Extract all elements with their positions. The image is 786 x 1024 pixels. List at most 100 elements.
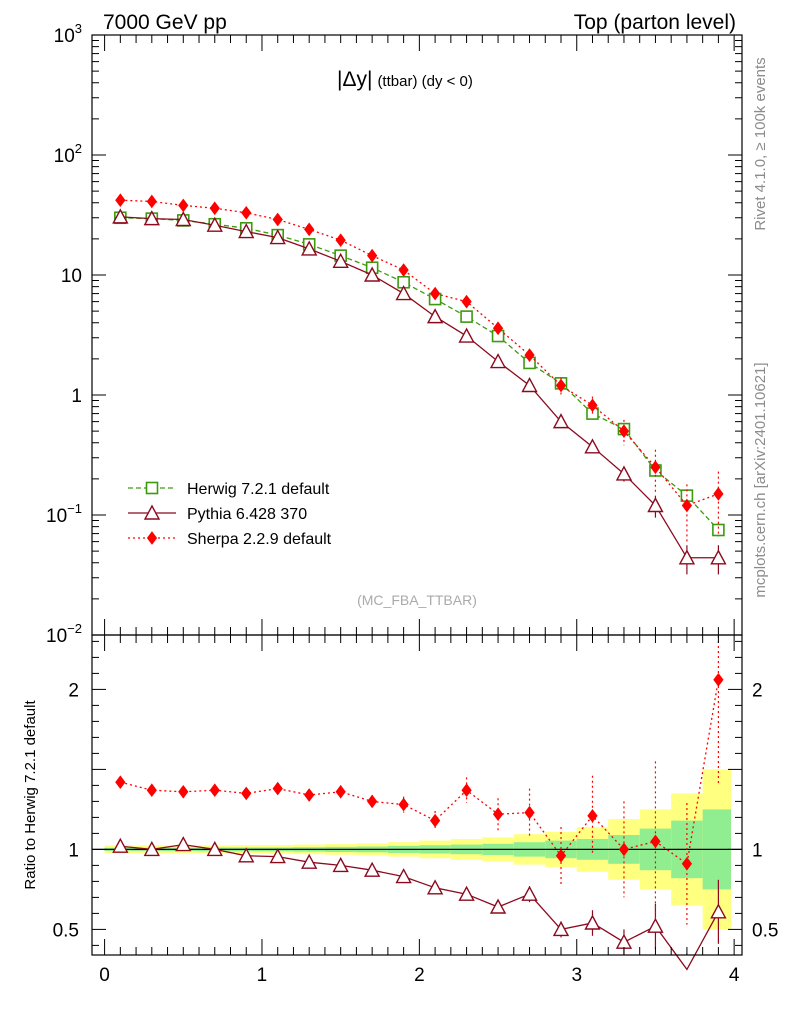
main-pythia-point — [678, 549, 696, 565]
ratio-pythia-point — [552, 920, 570, 937]
main-pythia-point — [143, 210, 160, 226]
ratio-pythia-point — [206, 840, 223, 857]
main-pythia-point — [301, 240, 318, 256]
main-plot-series — [112, 193, 727, 575]
ratio-sherpa-point — [650, 834, 661, 849]
ratio-x-tick-label: 4 — [729, 965, 740, 986]
ratio-pythia-point — [238, 847, 255, 863]
ratio-sherpa-point — [429, 813, 441, 828]
main-y-tick-label: 10−1 — [46, 501, 82, 527]
ratio-pythia-point — [363, 861, 381, 877]
ratio-sherpa-point — [241, 786, 252, 801]
analysis-watermark: (MC_FBA_TTBAR) — [357, 592, 477, 608]
ratio-pythia-point — [615, 933, 633, 949]
ratio-pythia-point — [521, 885, 538, 901]
header-right: Top (parton level) — [574, 11, 736, 34]
ratio-pythia-point — [301, 853, 318, 869]
main-sherpa-point — [524, 348, 535, 362]
mcplots-source-label: mcplots.cern.ch [arXiv:2401.10621] — [752, 362, 769, 597]
ratio-sherpa-point — [713, 672, 724, 687]
legend-entry-herwig: Herwig 7.2.1 default — [128, 481, 330, 498]
ratio-sherpa-point — [681, 856, 693, 871]
main-pythia-point — [426, 308, 444, 324]
main-sherpa-point — [587, 398, 598, 413]
main-pythia-point — [363, 266, 381, 282]
legend-marker-sherpa — [146, 531, 158, 545]
ratio-sherpa-point — [555, 848, 567, 863]
ratio-sherpa-point — [178, 784, 189, 799]
ratio-sherpa-series — [115, 636, 724, 925]
plot-title-main: |Δy| — [337, 68, 372, 91]
main-sherpa-point — [492, 321, 504, 336]
legend-entry-sherpa: Sherpa 2.2.9 default — [128, 531, 332, 548]
ratio-plot-series — [112, 636, 727, 971]
main-sherpa-point — [429, 286, 441, 301]
ratio-sherpa-point — [146, 783, 157, 798]
main-y-tick-label: 102 — [54, 141, 82, 167]
ratio-y-tick-label-right: 2 — [752, 680, 763, 701]
ratio-pythia-point — [489, 898, 507, 914]
main-herwig-point — [712, 523, 725, 537]
rivet-version-label: Rivet 4.1.0, ≥ 100k events — [752, 57, 769, 230]
ratio-sherpa-point — [209, 783, 220, 798]
ratio-x-tick-label: 1 — [257, 965, 268, 986]
ratio-sherpa-point — [618, 842, 630, 857]
ratio-pythia-line — [120, 843, 719, 971]
ratio-y-axis-label: Ratio to Herwig 7.2.1 default — [22, 700, 39, 890]
main-pythia-series — [112, 208, 727, 575]
ratio-pythia-point — [458, 885, 475, 901]
ratio-plot-axes: 0 1 2 3 4 0.5 0.5 1 1 2 2 — [53, 635, 778, 986]
ratio-plot-frame — [91, 634, 743, 956]
legend-label-sherpa: Sherpa 2.2.9 default — [187, 531, 332, 548]
ratio-pythia-point — [395, 868, 412, 884]
ratio-y-tick-label-left: 0.5 — [53, 920, 79, 941]
main-pythia-line — [120, 216, 719, 559]
ratio-sherpa-point — [492, 807, 504, 822]
main-pythia-point — [395, 285, 412, 301]
ratio-sherpa-point — [367, 794, 378, 809]
main-pythia-point — [175, 211, 192, 227]
ratio-sherpa-point — [115, 775, 126, 790]
ratio-sherpa-point — [587, 808, 598, 823]
main-pythia-point — [710, 549, 727, 565]
ratio-pythia-point — [332, 856, 349, 873]
main-y-tick-label: 10−2 — [46, 621, 82, 647]
main-sherpa-point — [304, 222, 315, 237]
ratio-pythia-point — [143, 840, 160, 857]
main-sherpa-line — [120, 199, 719, 507]
ratio-pythia-point — [112, 837, 129, 853]
main-sherpa-point — [618, 424, 630, 438]
ratio-pythia-point — [710, 903, 727, 919]
ratio-y-tick-label-right: 1 — [752, 840, 763, 861]
main-pythia-point — [112, 208, 129, 224]
main-y-tick-label: 1 — [71, 386, 82, 407]
ratio-x-tick-label: 3 — [571, 965, 582, 986]
main-sherpa-series — [115, 193, 724, 542]
ratio-sherpa-point — [461, 783, 472, 798]
main-pythia-point — [552, 413, 570, 429]
legend-marker-herwig — [145, 481, 159, 495]
ratio-sherpa-point — [304, 788, 315, 802]
ratio-y-tick-label-left: 2 — [68, 680, 79, 701]
ratio-sherpa-point — [398, 797, 409, 812]
ratio-pythia-point — [647, 917, 664, 933]
main-pythia-point — [647, 497, 664, 513]
main-y-tick-label: 103 — [54, 21, 82, 47]
legend: Herwig 7.2.1 default Pythia 6.428 370 Sher… — [128, 481, 332, 548]
ratio-y-tick-label-right: 0.5 — [752, 920, 778, 941]
main-pythia-point — [489, 353, 507, 369]
main-sherpa-point — [681, 498, 693, 513]
main-sherpa-point — [209, 201, 220, 216]
ratio-sherpa-line — [120, 679, 720, 865]
main-sherpa-point — [650, 460, 661, 475]
ratio-sherpa-point — [524, 805, 535, 820]
main-sherpa-point — [178, 198, 189, 213]
main-sherpa-point — [367, 248, 378, 263]
ratio-x-tick-label: 2 — [414, 965, 425, 986]
ratio-pythia-point — [426, 879, 444, 895]
main-sherpa-point — [335, 233, 346, 248]
main-y-tick-label: 10 — [61, 266, 82, 287]
ratio-uncertainty-bands — [92, 769, 742, 930]
